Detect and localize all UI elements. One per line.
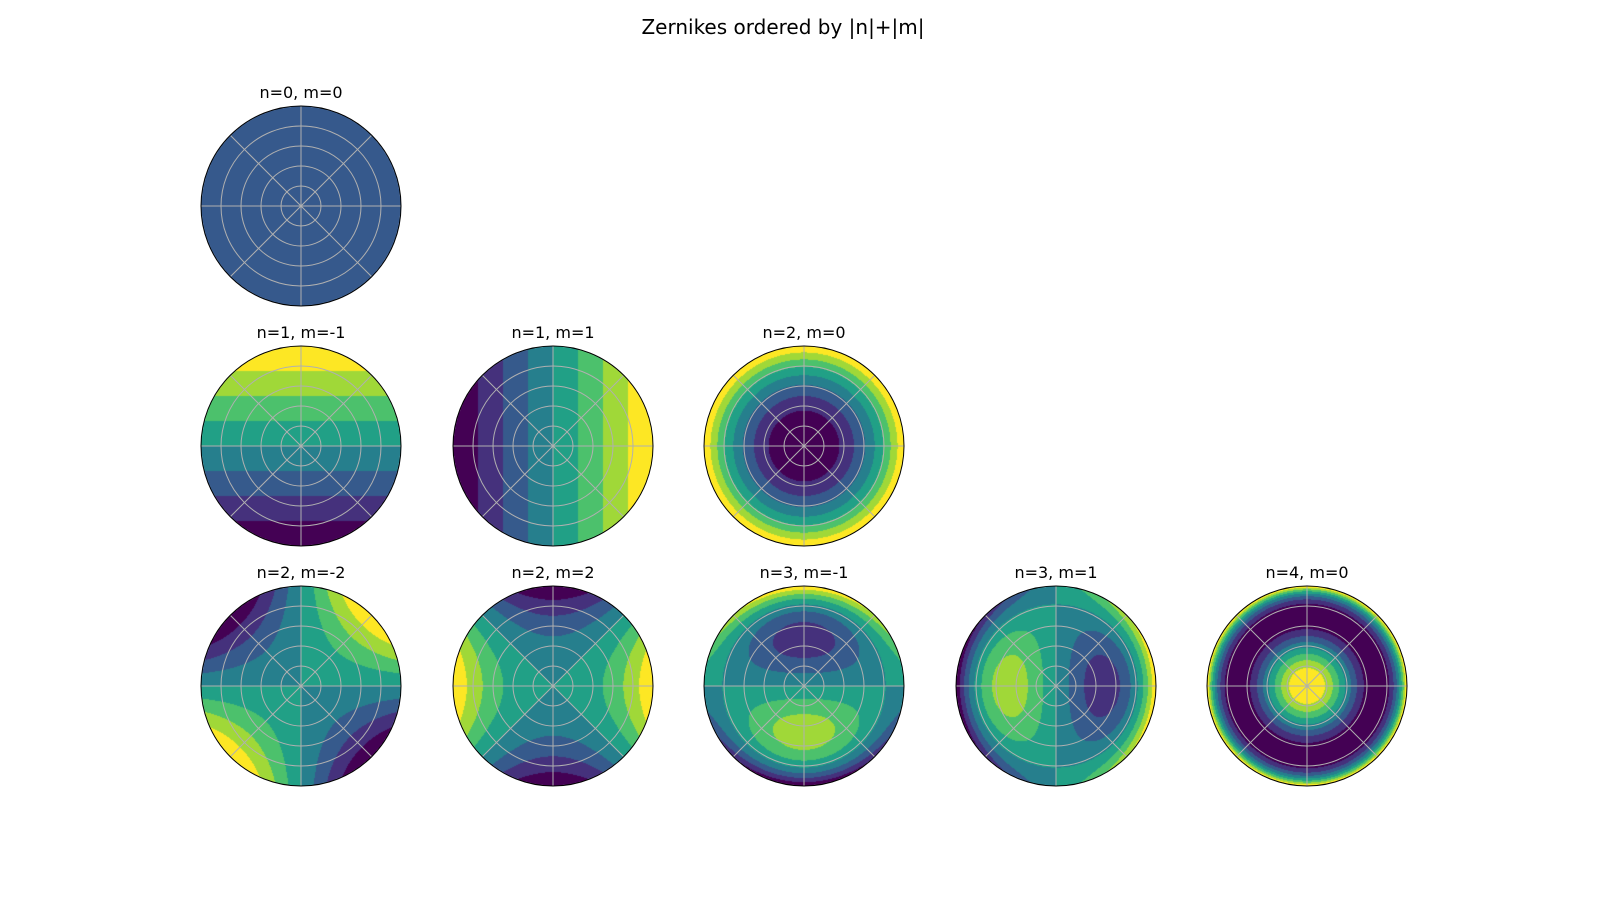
grid-spoke	[552, 614, 625, 687]
grid-spoke	[984, 614, 1057, 687]
zernike-panel: n=1, m=1	[452, 323, 654, 547]
grid-spoke	[803, 445, 876, 518]
zernike-panel: n=0, m=0	[200, 83, 402, 307]
polar-grid	[704, 586, 904, 786]
panel-title: n=2, m=0	[762, 323, 845, 342]
grid-spoke	[300, 614, 373, 687]
grid-spoke	[229, 685, 302, 758]
grid-spoke	[732, 685, 805, 758]
grid-spoke	[732, 445, 805, 518]
disc-outline	[200, 585, 402, 787]
grid-spoke	[984, 685, 1057, 758]
grid-spoke	[1235, 685, 1308, 758]
grid-spoke	[552, 685, 625, 758]
grid-spoke	[300, 374, 373, 447]
grid-spoke	[229, 374, 302, 447]
polar-grid	[956, 586, 1156, 786]
zernike-panel: n=3, m=1	[955, 563, 1157, 787]
grid-spoke	[229, 134, 302, 207]
polar-grid	[704, 346, 904, 546]
zernike-panel: n=3, m=-1	[703, 563, 905, 787]
disc-outline	[452, 345, 654, 547]
polar-grid	[453, 346, 653, 546]
polar-grid	[201, 346, 401, 546]
grid-spoke	[732, 374, 805, 447]
disc-outline	[955, 585, 1157, 787]
grid-spoke	[552, 445, 625, 518]
grid-spoke	[300, 134, 373, 207]
disc-outline	[200, 345, 402, 547]
figure-title: Zernikes ordered by |n|+|m|	[641, 15, 924, 39]
disc-outline	[1206, 585, 1408, 787]
panel-title: n=4, m=0	[1265, 563, 1348, 582]
zernike-panel: n=4, m=0	[1206, 563, 1408, 787]
disc-outline	[703, 345, 905, 547]
polar-grid	[453, 586, 653, 786]
grid-spoke	[1306, 685, 1379, 758]
panel-title: n=1, m=1	[511, 323, 594, 342]
disc-outline	[452, 585, 654, 787]
panel-title: n=3, m=1	[1014, 563, 1097, 582]
grid-spoke	[229, 614, 302, 687]
grid-spoke	[481, 614, 554, 687]
disc-outline	[200, 105, 402, 307]
zernike-panel: n=1, m=-1	[200, 323, 402, 547]
panels-group: n=0, m=0 n=1, m=-1 n=1, m=1 n=2, m=0 n=2, m=…	[200, 83, 1408, 787]
grid-spoke	[481, 374, 554, 447]
polar-grid	[1207, 586, 1407, 786]
grid-spoke	[481, 685, 554, 758]
grid-spoke	[1235, 614, 1308, 687]
grid-spoke	[300, 685, 373, 758]
grid-spoke	[1055, 614, 1128, 687]
zernike-panel: n=2, m=2	[452, 563, 654, 787]
grid-spoke	[1055, 685, 1128, 758]
grid-spoke	[552, 374, 625, 447]
grid-spoke	[1306, 614, 1379, 687]
zernike-panel: n=2, m=-2	[200, 563, 402, 787]
polar-grid	[201, 586, 401, 786]
grid-spoke	[300, 205, 373, 278]
grid-spoke	[803, 685, 876, 758]
polar-grid	[201, 106, 401, 306]
grid-spoke	[229, 445, 302, 518]
panel-title: n=3, m=-1	[760, 563, 849, 582]
grid-spoke	[803, 374, 876, 447]
panel-title: n=1, m=-1	[257, 323, 346, 342]
disc-outline	[703, 585, 905, 787]
grid-spoke	[300, 445, 373, 518]
grid-spoke	[803, 614, 876, 687]
grid-spoke	[732, 614, 805, 687]
zernike-panel: n=2, m=0	[703, 323, 905, 547]
panel-title: n=0, m=0	[259, 83, 342, 102]
grid-spoke	[481, 445, 554, 518]
panel-title: n=2, m=2	[511, 563, 594, 582]
grid-spoke	[229, 205, 302, 278]
panel-title: n=2, m=-2	[257, 563, 346, 582]
